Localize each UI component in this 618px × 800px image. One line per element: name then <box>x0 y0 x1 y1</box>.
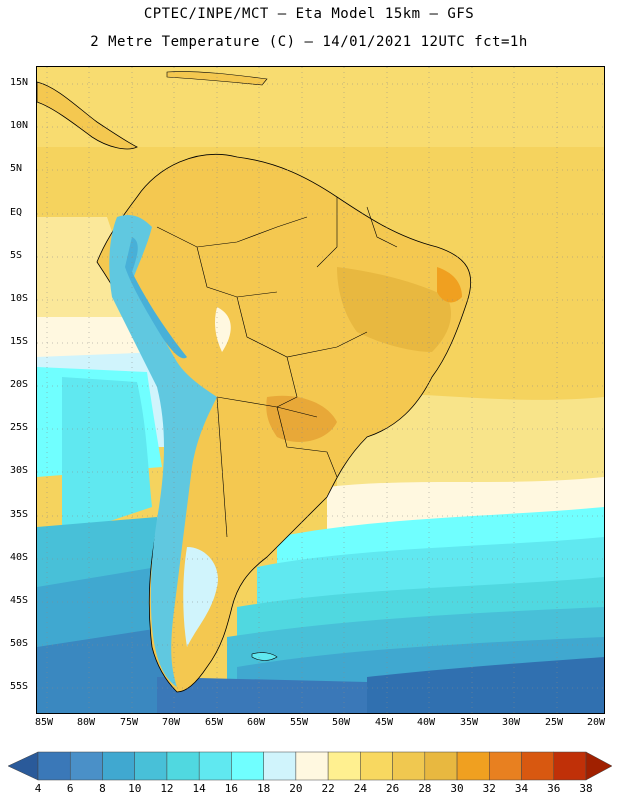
colorbar-bin <box>263 751 297 781</box>
lat-label: 30S <box>10 465 29 476</box>
lat-label: 25S <box>10 422 29 433</box>
colorbar-tick-label: 36 <box>547 782 561 795</box>
lon-label: 45W <box>374 717 394 728</box>
lon-label: 30W <box>501 717 521 728</box>
colorbar-under-triangle <box>7 751 39 781</box>
lat-label: 5N <box>10 163 23 174</box>
lat-label: 10N <box>10 120 29 131</box>
andes-cold-core <box>125 237 187 359</box>
ocean-north <box>37 67 604 147</box>
colorbar-bin <box>521 751 555 781</box>
lat-label: 50S <box>10 638 29 649</box>
colorbar-bin <box>69 751 103 781</box>
lon-label: 70W <box>161 717 181 728</box>
lon-label: 25W <box>544 717 564 728</box>
brazil-northeast-hot <box>337 267 452 352</box>
map-title: CPTEC/INPE/MCT – Eta Model 15km – GFS <box>143 6 475 22</box>
map-canvas <box>37 67 604 713</box>
falkland-islands <box>251 652 278 661</box>
caribbean-islands <box>166 71 268 86</box>
lat-label: 40S <box>10 552 29 563</box>
pacific-cold3 <box>37 627 167 713</box>
lon-label: 40W <box>416 717 436 728</box>
lat-label: 5S <box>10 250 23 261</box>
bolivia-cool <box>214 307 231 352</box>
paraguay-hot <box>266 395 337 442</box>
colorbar-bin <box>166 751 200 781</box>
colorbar-tick-label: 8 <box>99 782 106 795</box>
lon-label: 75W <box>119 717 139 728</box>
colorbar-tick-label: 28 <box>418 782 432 795</box>
colorbar <box>7 751 613 781</box>
lon-label: 65W <box>204 717 224 728</box>
lat-label: 35S <box>10 509 29 520</box>
colorbar-tick-label: 38 <box>579 782 593 795</box>
colorbar-tick-label: 18 <box>257 782 271 795</box>
map-subtitle: 2 Metre Temperature (C) – 14/01/2021 12U… <box>90 34 528 50</box>
lon-label: 85W <box>34 717 54 728</box>
colorbar-tick-label: 16 <box>224 782 239 795</box>
colorbar-bin <box>327 751 361 781</box>
colorbar-bin <box>489 751 522 781</box>
lat-label: 15N <box>10 77 29 88</box>
hot-spot-ne <box>437 267 462 303</box>
lon-label: 20W <box>586 717 606 728</box>
colorbar-bin <box>295 751 329 781</box>
colorbar-tick-label: 34 <box>514 782 529 795</box>
drake-cold <box>157 677 367 713</box>
colorbar-bin <box>392 751 426 781</box>
colorbar-bin <box>553 751 587 781</box>
lat-label: 20S <box>10 379 29 390</box>
country-borders <box>156 197 398 538</box>
colorbar-tick-label: 32 <box>482 782 496 795</box>
lat-label: 55S <box>10 681 29 692</box>
colorbar-tick-label: 30 <box>450 782 464 795</box>
lat-label: 15S <box>10 336 29 347</box>
colorbar-tick-label: 14 <box>192 782 206 795</box>
colorbar-tick-label: 6 <box>66 782 74 795</box>
ocean-subtropical <box>337 394 604 507</box>
pacific-cool3 <box>62 377 152 537</box>
colorbar-tick-label: 22 <box>321 782 335 795</box>
colorbar-bin <box>134 751 168 781</box>
lon-label: 60W <box>246 717 266 728</box>
colorbar-tick-label: 20 <box>289 782 303 795</box>
colorbar-bin <box>456 751 490 781</box>
colorbar-tick-label: 4 <box>34 782 42 795</box>
colorbar-tick-label: 10 <box>128 782 142 795</box>
colorbar-bin <box>360 751 393 781</box>
lon-label: 80W <box>76 717 96 728</box>
colorbar-bin <box>37 751 71 781</box>
colorbar-tick-label: 26 <box>385 782 400 795</box>
central-america-land <box>37 81 138 150</box>
colorbar-tick-label: 12 <box>160 782 174 795</box>
lon-label: 35W <box>459 717 479 728</box>
atlantic-cold3 <box>367 657 604 713</box>
colorbar-bin <box>424 751 458 781</box>
colorbar-over-triangle <box>585 751 613 781</box>
temperature-map[interactable] <box>36 66 605 714</box>
lat-label: 10S <box>10 293 29 304</box>
colorbar-bin <box>102 751 135 781</box>
lon-label: 55W <box>289 717 309 728</box>
colorbar-tick-label: 24 <box>353 782 367 795</box>
lat-label: 45S <box>10 595 29 606</box>
patagonia-cool <box>183 547 218 647</box>
colorbar-bin <box>231 751 264 781</box>
colorbar-bin <box>198 751 232 781</box>
lat-label: EQ <box>10 207 23 218</box>
lon-label: 50W <box>331 717 351 728</box>
andes-cold <box>109 215 217 687</box>
